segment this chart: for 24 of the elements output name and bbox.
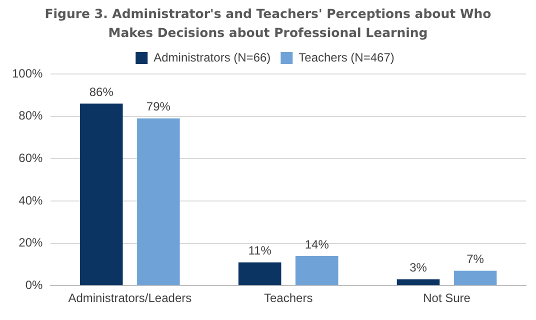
data-label: 7% xyxy=(466,252,484,266)
y-tick-label: 80% xyxy=(18,108,44,123)
x-tick-label: Administrators/Leaders xyxy=(68,291,192,306)
legend-label: Teachers (N=467) xyxy=(298,50,394,64)
legend-label: Administrators (N=66) xyxy=(154,50,271,64)
bar xyxy=(80,104,123,286)
y-tick-label: 40% xyxy=(18,193,44,208)
data-label: 11% xyxy=(248,244,272,258)
bar xyxy=(137,118,180,286)
data-label: 3% xyxy=(410,260,428,275)
y-tick-label: 100% xyxy=(12,66,44,80)
chart-title: Figure 3. Administrator's and Teachers' Perceptions about Who Makes Decisions about Professional Learning xyxy=(44,5,492,42)
data-label: 86% xyxy=(89,84,114,99)
bar xyxy=(396,279,440,286)
bar xyxy=(295,256,338,286)
bar xyxy=(454,270,497,286)
bar xyxy=(238,262,282,286)
y-tick-label: 0% xyxy=(25,278,44,292)
data-label: 14% xyxy=(304,237,330,252)
x-tick-label: Not Sure xyxy=(423,291,471,306)
y-tick-label: 20% xyxy=(18,236,44,250)
data-label: 79% xyxy=(146,100,171,114)
x-tick-label: Teachers xyxy=(264,291,313,306)
y-tick-label: 60% xyxy=(18,150,44,165)
